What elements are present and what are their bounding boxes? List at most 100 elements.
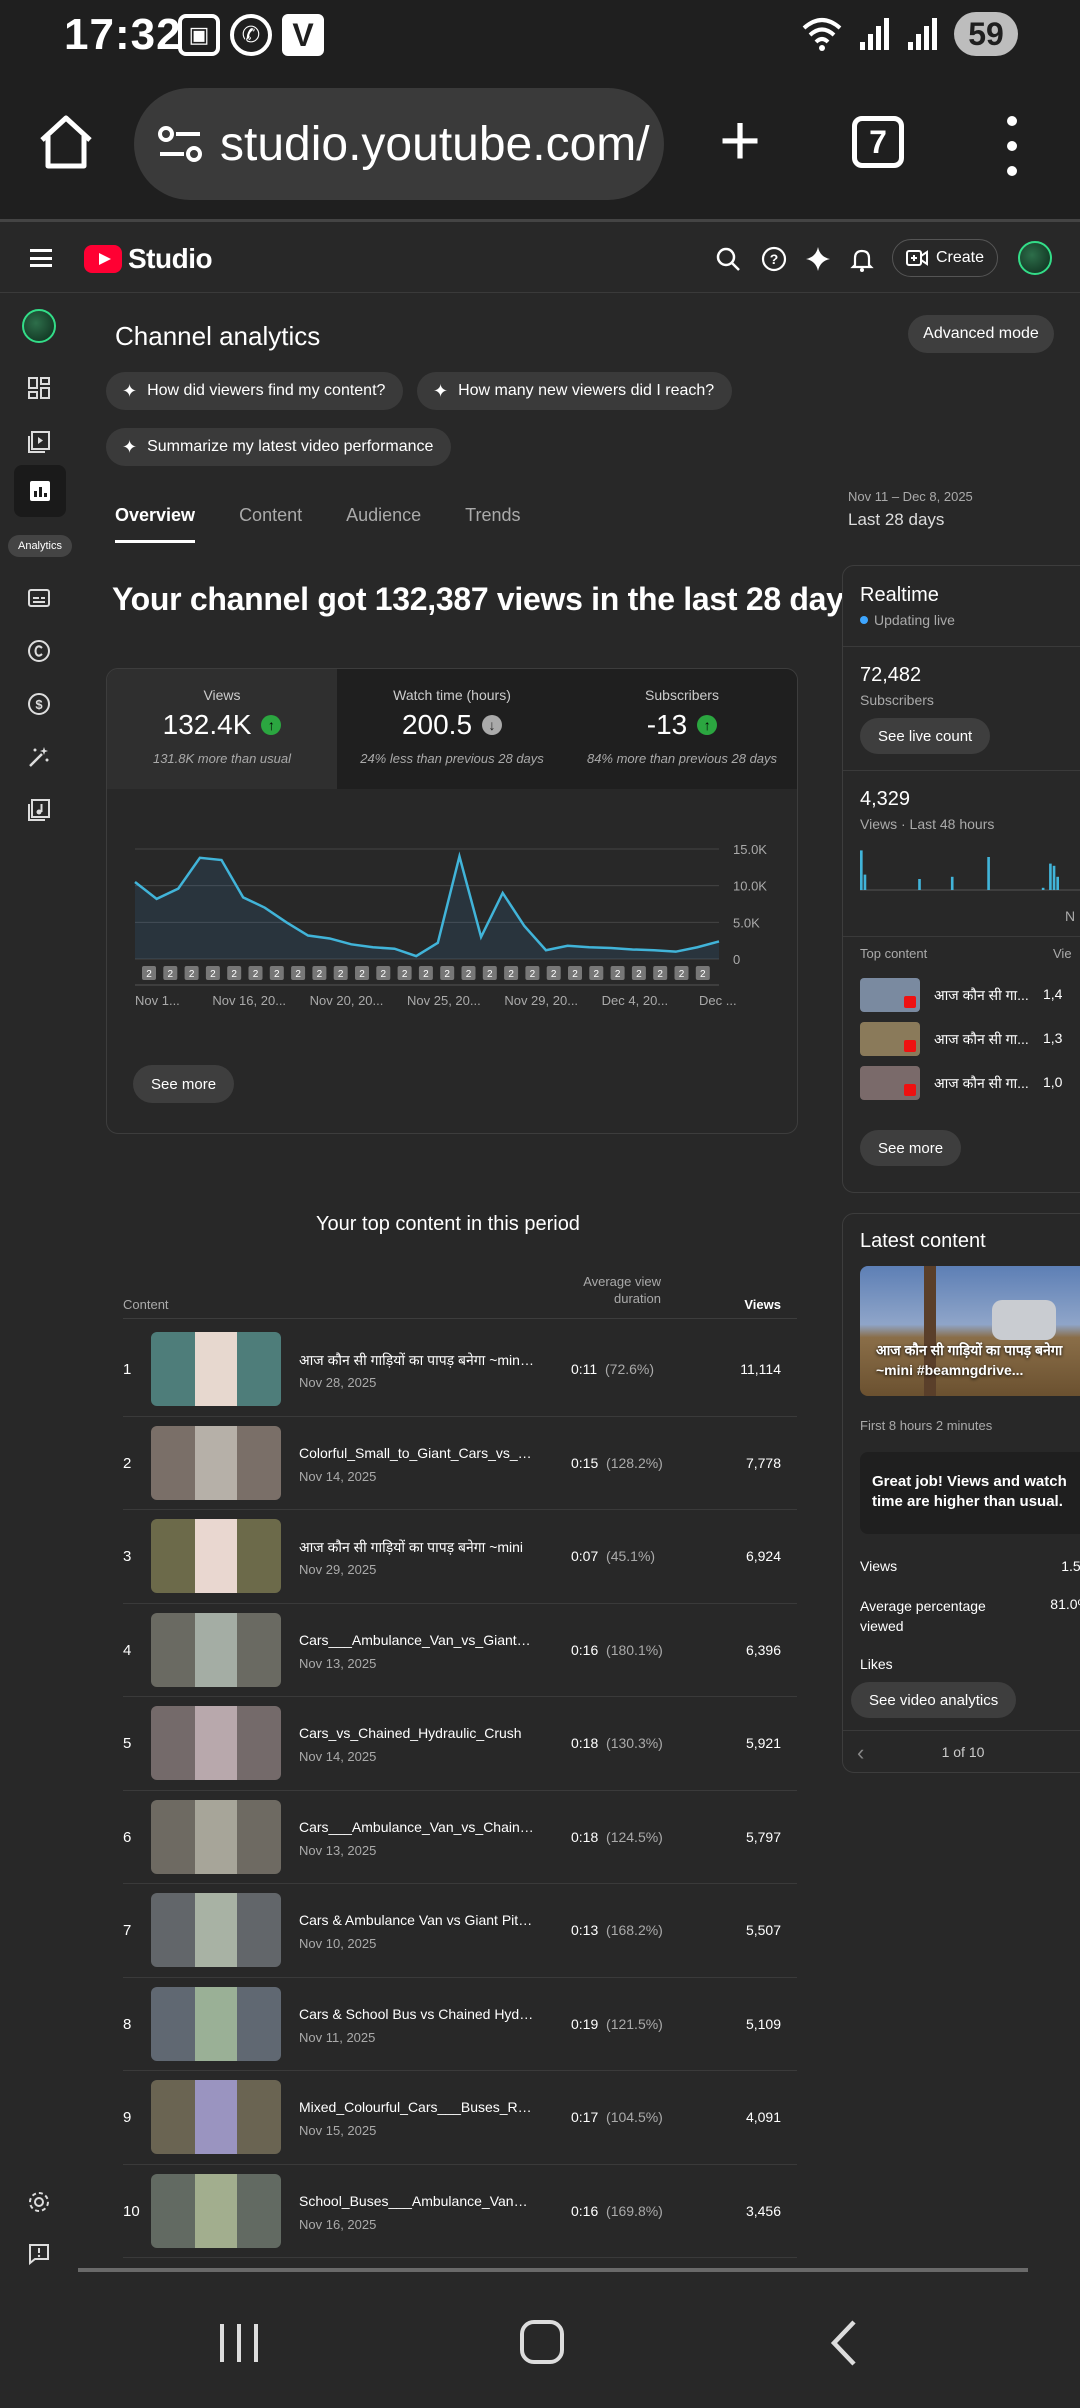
subtitles-icon[interactable] [20, 579, 58, 617]
video-thumbnail[interactable] [151, 1799, 281, 1874]
notifications-icon[interactable] [848, 245, 876, 273]
tab-trends[interactable]: Trends [465, 505, 521, 525]
account-avatar[interactable] [1018, 241, 1052, 275]
video-title[interactable]: School_Buses___Ambulance_Van_vs_Pit [299, 2192, 535, 2209]
create-button[interactable]: Create [892, 239, 998, 277]
first-hours: First 8 hours 2 minutes [860, 1418, 993, 1433]
site-settings-icon[interactable] [158, 124, 202, 164]
video-thumbnail[interactable] [151, 2173, 281, 2248]
customization-icon[interactable] [20, 738, 58, 776]
channel-avatar[interactable] [22, 309, 56, 343]
feedback-icon[interactable] [20, 2235, 58, 2273]
content-icon[interactable] [20, 423, 58, 461]
see-video-analytics-button[interactable]: See video analytics [851, 1682, 1017, 1718]
table-row[interactable]: 2 Colorful_Small_to_Giant_Cars_vs_Hydraul… [123, 1417, 797, 1510]
views-chart[interactable]: 0 5.0K 10.0K 15.0K 2 2 2 2 2 2 2 2 2 2 2 2 2 2 2 2 2 2 2 2 2 2 2 2 2… [107, 789, 798, 1019]
realtime-see-more-button[interactable]: See more [860, 1130, 962, 1166]
metric-value: 200.5 [401, 709, 473, 740]
tab-audience[interactable]: Audience [346, 505, 422, 525]
realtime-item[interactable]: आज कौन सी गा... [860, 1022, 1029, 1056]
avg-view-duration: 0:16 (169.8%) [571, 2202, 663, 2219]
recent-apps-icon[interactable] [216, 2320, 262, 2366]
chip-summarize[interactable]: ✦ Summarize my latest video performance [106, 428, 452, 466]
realtime-sparkline[interactable] [860, 846, 1080, 906]
sparkline-bar [987, 857, 990, 890]
upload-marker [525, 966, 540, 980]
chip-new-viewers[interactable]: ✦ How many new viewers did I reach? [417, 372, 733, 410]
video-thumbnail[interactable] [151, 1332, 281, 1406]
video-thumbnail[interactable] [151, 2080, 281, 2154]
prev-page-icon[interactable]: ‹ [857, 1740, 865, 1765]
col-views[interactable]: Views [744, 1297, 781, 1312]
scroll-indicator [78, 2268, 1028, 2272]
address-bar[interactable]: studio.youtube.com/ [134, 88, 664, 200]
realtime-views: 4,329 [860, 788, 911, 810]
tab-content[interactable]: Content [239, 505, 303, 525]
battery-indicator: 59 [954, 12, 1018, 56]
table-row[interactable]: 1 आज कौन सी गाड़ियों का पापड़ बनेगा ~mini… [123, 1323, 797, 1417]
upload-marker [695, 966, 710, 980]
video-thumbnail[interactable] [151, 1986, 281, 2061]
table-row[interactable]: 4 Cars___Ambulance_Van_vs_Giant_Pit Nov 13… [123, 1604, 797, 1697]
realtime-item[interactable]: आज कौन सी गा... [860, 978, 1029, 1012]
metric-views[interactable]: Views 132.4K ↑ 131.8K more than usual [107, 669, 337, 789]
earn-icon[interactable]: $ [20, 685, 58, 723]
video-title[interactable]: Cars___Ambulance_Van_vs_Giant_Pit [299, 1631, 535, 1648]
video-thumbnail[interactable] [151, 1706, 281, 1780]
video-views: 6,924 [745, 1548, 781, 1564]
table-row[interactable]: 8 Cars & School Bus vs Chained Hydraulic N… [123, 1978, 797, 2071]
page-title: Channel analytics [115, 321, 321, 351]
chip-find-content[interactable]: ✦ How did viewers find my content? [106, 372, 404, 410]
back-icon[interactable] [824, 2318, 864, 2368]
new-tab-button[interactable]: + [718, 101, 762, 181]
video-title[interactable]: Mixed_Colourful_Cars___Buses_Rails [299, 2099, 535, 2115]
video-thumbnail[interactable] [151, 1425, 281, 1500]
video-title[interactable]: Cars & School Bus vs Chained Hydraulic [299, 2005, 535, 2022]
settings-icon[interactable] [20, 2183, 58, 2221]
realtime-item[interactable]: आज कौन सी गा... [860, 1066, 1029, 1100]
sparkle-icon[interactable] [804, 245, 832, 273]
video-thumbnail [860, 1066, 920, 1100]
table-row[interactable]: 10 School_Buses___Ambulance_Van_vs_Pit Nov… [123, 2165, 797, 2258]
advanced-mode-button[interactable]: Advanced mode [908, 315, 1054, 353]
see-more-button[interactable]: See more [133, 1065, 235, 1103]
video-thumbnail[interactable] [151, 1612, 281, 1687]
home-icon[interactable] [36, 112, 96, 172]
table-row[interactable]: 5 Cars_vs_Chained_Hydraulic_Crush Nov 14, … [123, 1697, 797, 1791]
video-title[interactable]: Colorful_Small_to_Giant_Cars_vs_Hydrauli… [299, 1444, 535, 1461]
latest-thumbnail[interactable]: आज कौन सी गाड़ियों का पापड़ बनेगा ~mini … [860, 1266, 1080, 1396]
see-live-count-button[interactable]: See live count [860, 718, 991, 754]
browser-menu-icon[interactable] [1000, 116, 1024, 176]
video-title[interactable]: आज कौन सी गाड़ियों का पापड़ बनेगा ~mini [299, 1539, 524, 1555]
data-point [694, 944, 700, 950]
analytics-icon[interactable] [14, 465, 66, 517]
audio-library-icon[interactable] [20, 791, 58, 829]
video-title: आज कौन सी गा... [934, 1074, 1029, 1091]
video-thumbnail[interactable] [151, 1519, 281, 1593]
copyright-icon[interactable] [20, 632, 58, 670]
metric-watch-time[interactable]: Watch time (hours) 200.5 ↓ 24% less than … [337, 669, 567, 789]
video-thumbnail[interactable] [151, 1893, 281, 1967]
metric-subscribers[interactable]: Subscribers -13 ↑ 84% more than previous … [567, 669, 797, 789]
tab-overview[interactable]: Overview [115, 505, 196, 543]
video-title[interactable]: Cars___Ambulance_Van_vs_Chained [299, 1818, 535, 1835]
upload-marker-label: 2 [487, 969, 493, 980]
table-row[interactable]: 3 आज कौन सी गाड़ियों का पापड़ बनेगा ~mini… [123, 1510, 797, 1604]
upload-marker-label: 2 [359, 969, 365, 980]
search-icon[interactable] [714, 245, 742, 273]
col-duration[interactable]: Average view duration [583, 1274, 661, 1306]
home-nav-icon[interactable] [518, 2318, 566, 2366]
video-title[interactable]: आज कौन सी गाड़ियों का पापड़ बनेगा ~mini … [299, 1352, 535, 1368]
table-row[interactable]: 9 Mixed_Colourful_Cars___Buses_Rails Nov 1… [123, 2071, 797, 2165]
help-icon[interactable]: ? [760, 245, 788, 273]
date-range-picker[interactable]: Nov 11 – Dec 8, 2025 Last 28 days [848, 489, 973, 530]
video-title[interactable]: Cars_vs_Chained_Hydraulic_Crush [299, 1725, 522, 1741]
menu-icon[interactable] [30, 249, 52, 267]
dashboard-icon[interactable] [20, 369, 58, 407]
upload-marker-label: 2 [317, 969, 323, 980]
video-title[interactable]: Cars & Ambulance Van vs Giant Pit Trap [299, 1912, 535, 1928]
table-row[interactable]: 6 Cars___Ambulance_Van_vs_Chained Nov 13, … [123, 1791, 797, 1884]
tab-switcher-button[interactable]: 7 [852, 116, 904, 168]
studio-logo[interactable]: Studio [84, 243, 213, 275]
table-row[interactable]: 7 Cars & Ambulance Van vs Giant Pit Trap N… [123, 1884, 797, 1978]
